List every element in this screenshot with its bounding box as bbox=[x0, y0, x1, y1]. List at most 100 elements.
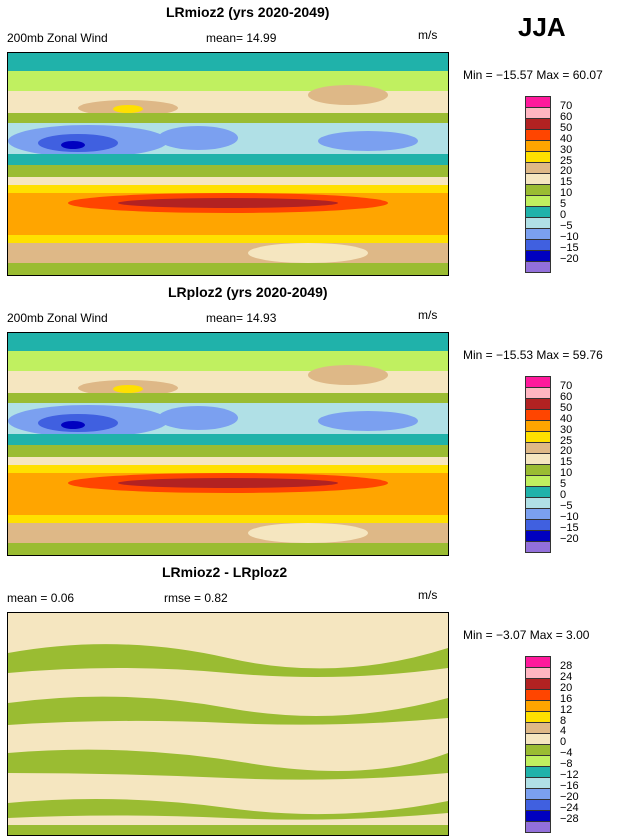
colorbar-swatch bbox=[525, 229, 551, 240]
colorbar-swatch bbox=[525, 690, 551, 701]
colorbar-swatch bbox=[525, 734, 551, 745]
colorbar-tick-label: 40 bbox=[560, 132, 573, 145]
colorbar-swatch bbox=[525, 756, 551, 767]
panel3-minmax: Min = −3.07 Max = 3.00 bbox=[463, 628, 590, 642]
colorbar-tick-label: −4 bbox=[560, 747, 573, 760]
colorbar-tick-label: −5 bbox=[560, 219, 573, 232]
colorbar-tick-label: −20 bbox=[560, 252, 579, 265]
colorbar-tick-label: 20 bbox=[560, 165, 573, 178]
colorbar-tick-label: −10 bbox=[560, 510, 579, 523]
colorbar-tick-label: 0 bbox=[560, 489, 567, 501]
colorbar-tick-label: 24 bbox=[560, 670, 573, 683]
colorbar-swatch bbox=[525, 218, 551, 229]
colorbar-tick-label: 30 bbox=[560, 423, 573, 436]
colorbar-swatch bbox=[525, 174, 551, 185]
colorbar-swatch bbox=[525, 520, 551, 531]
colorbar-swatch bbox=[525, 421, 551, 432]
panel3-colorbar bbox=[525, 656, 551, 833]
season-label: JJA bbox=[518, 12, 566, 42]
colorbar-tick-label: 20 bbox=[560, 445, 573, 458]
panel3-mean: mean = 0.06 bbox=[7, 591, 75, 605]
colorbar-swatch bbox=[525, 542, 551, 553]
colorbar-swatch bbox=[525, 701, 551, 712]
colorbar-swatch bbox=[525, 443, 551, 454]
panel2-title: LRploz2 (yrs 2020-2049) bbox=[168, 284, 328, 300]
panel2-mean: mean= 14.93 bbox=[206, 311, 277, 325]
colorbar-tick-label: −15 bbox=[560, 241, 579, 254]
colorbar-swatch bbox=[525, 668, 551, 679]
colorbar-tick-label: 70 bbox=[560, 380, 573, 392]
colorbar-tick-label: −28 bbox=[560, 812, 579, 825]
colorbar-swatch bbox=[525, 130, 551, 141]
colorbar-swatch bbox=[525, 723, 551, 734]
colorbar-tick-label: 20 bbox=[560, 681, 573, 694]
panel2-colorbar bbox=[525, 376, 551, 553]
colorbar-tick-label: −15 bbox=[560, 521, 579, 534]
colorbar-tick-label: 0 bbox=[560, 209, 567, 221]
panel2-minmax: Min = −15.53 Max = 59.76 bbox=[463, 348, 603, 362]
colorbar-tick-label: 10 bbox=[560, 467, 573, 480]
colorbar-swatch bbox=[525, 141, 551, 152]
colorbar-swatch bbox=[525, 410, 551, 421]
colorbar-swatch bbox=[525, 96, 551, 108]
colorbar-swatch bbox=[525, 399, 551, 410]
colorbar-swatch bbox=[525, 822, 551, 833]
panel2-variable: 200mb Zonal Wind bbox=[7, 311, 108, 325]
colorbar-swatch bbox=[525, 778, 551, 789]
colorbar-swatch bbox=[525, 811, 551, 822]
colorbar-tick-label: 50 bbox=[560, 121, 573, 134]
panel3-rmse: rmse = 0.82 bbox=[164, 591, 228, 605]
colorbar-swatch bbox=[525, 262, 551, 273]
colorbar-swatch bbox=[525, 712, 551, 723]
colorbar-swatch bbox=[525, 376, 551, 388]
panel3-units: m/s bbox=[418, 588, 438, 602]
colorbar-tick-label: 0 bbox=[560, 736, 567, 749]
colorbar-swatch bbox=[525, 163, 551, 174]
colorbar-swatch bbox=[525, 531, 551, 542]
colorbar-tick-label: −20 bbox=[560, 532, 579, 545]
panel3-map bbox=[7, 612, 449, 836]
colorbar-swatch bbox=[525, 767, 551, 778]
colorbar-tick-label: 10 bbox=[560, 187, 573, 200]
panel1-mean: mean= 14.99 bbox=[206, 31, 277, 45]
colorbar-tick-label: 15 bbox=[560, 456, 573, 469]
colorbar-tick-label: 12 bbox=[560, 703, 573, 716]
colorbar-tick-label: 4 bbox=[560, 725, 567, 738]
colorbar-swatch bbox=[525, 454, 551, 465]
colorbar-swatch bbox=[525, 656, 551, 668]
panel2-units: m/s bbox=[418, 308, 438, 322]
colorbar-swatch bbox=[525, 152, 551, 163]
panel1-map bbox=[7, 52, 449, 276]
colorbar-tick-label: 70 bbox=[560, 100, 573, 112]
colorbar-tick-label: −24 bbox=[560, 801, 579, 814]
colorbar-tick-label: 25 bbox=[560, 154, 573, 167]
colorbar-tick-label: −5 bbox=[560, 499, 573, 512]
colorbar-tick-label: 25 bbox=[560, 434, 573, 447]
colorbar-tick-label: −16 bbox=[560, 779, 579, 792]
colorbar-tick-label: 8 bbox=[560, 714, 567, 727]
colorbar-tick-label: 50 bbox=[560, 401, 573, 414]
colorbar-tick-label: 60 bbox=[560, 110, 573, 123]
colorbar-tick-label: 28 bbox=[560, 660, 573, 672]
colorbar-swatch bbox=[525, 108, 551, 119]
colorbar-swatch bbox=[525, 679, 551, 690]
colorbar-tick-label: 40 bbox=[560, 412, 573, 425]
colorbar-tick-label: −12 bbox=[560, 769, 579, 781]
panel3-title: LRmioz2 - LRploz2 bbox=[162, 564, 288, 580]
colorbar-tick-label: 5 bbox=[560, 198, 567, 211]
colorbar-swatch bbox=[525, 476, 551, 487]
colorbar-tick-label: 16 bbox=[560, 692, 573, 705]
colorbar-tick-label: −20 bbox=[560, 790, 579, 803]
colorbar-swatch bbox=[525, 207, 551, 218]
colorbar-swatch bbox=[525, 185, 551, 196]
colorbar-swatch bbox=[525, 251, 551, 262]
colorbar-swatch bbox=[525, 745, 551, 756]
colorbar-tick-label: −10 bbox=[560, 230, 579, 243]
panel1-minmax: Min = −15.57 Max = 60.07 bbox=[463, 68, 603, 82]
colorbar-tick-label: −8 bbox=[560, 758, 573, 771]
colorbar-swatch bbox=[525, 432, 551, 443]
colorbar-swatch bbox=[525, 789, 551, 800]
colorbar-swatch bbox=[525, 487, 551, 498]
colorbar-swatch bbox=[525, 509, 551, 520]
colorbar-tick-label: 5 bbox=[560, 478, 567, 491]
